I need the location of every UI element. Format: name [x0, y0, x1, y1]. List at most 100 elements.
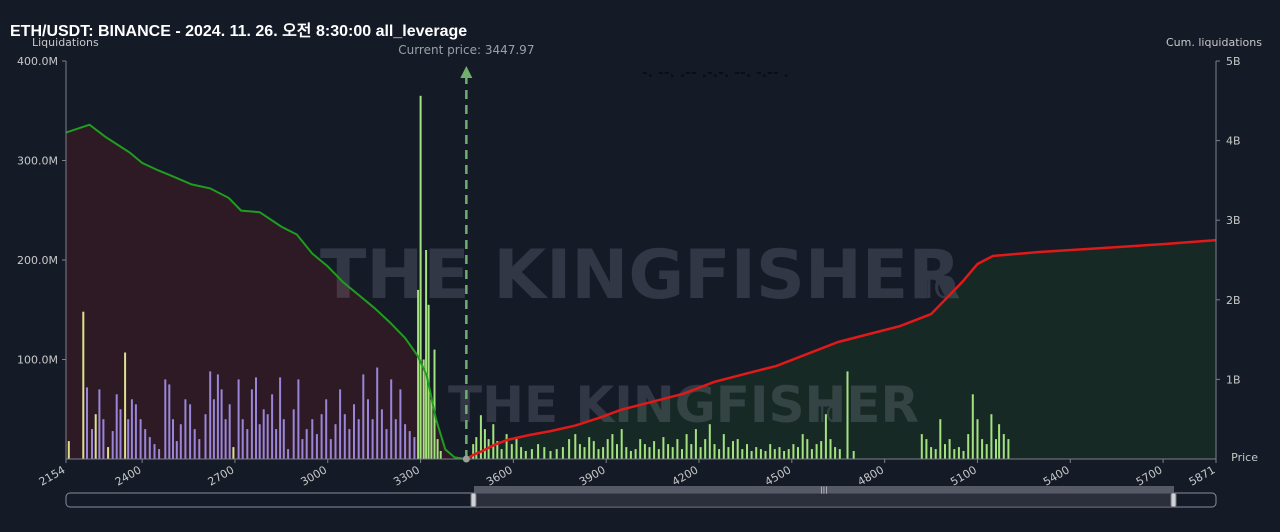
liquidation-bar [629, 451, 632, 459]
watermark-text-small: THE KINGFISHER [448, 376, 919, 434]
navigator-selection[interactable] [474, 493, 1174, 507]
liquidation-bar [436, 439, 439, 459]
liquidation-bar [543, 447, 546, 459]
liquidation-bar [119, 409, 122, 460]
watermark-text: THE KINGFISHER [320, 236, 961, 315]
navigator-grip-icon[interactable]: ||| [820, 486, 827, 494]
liquidation-bar [510, 444, 513, 459]
navigator-scrollbar[interactable] [474, 486, 1174, 493]
liquidation-bar [671, 447, 674, 459]
liquidation-bar [164, 379, 167, 459]
liquidation-bar [797, 447, 799, 459]
liquidation-bar [292, 409, 295, 460]
current-price-dot [462, 455, 470, 463]
liquidation-bar [810, 449, 813, 459]
liquidation-bar [479, 415, 482, 459]
navigator-handle-right[interactable] [1170, 492, 1177, 508]
liquidation-bar [505, 434, 508, 459]
liquidation-bar [475, 437, 478, 459]
liquidation-bar [515, 439, 518, 459]
navigator-handle-left[interactable] [470, 492, 477, 508]
liquidation-bar [530, 449, 533, 459]
liquidation-bar [320, 414, 323, 459]
liquidation-bar [925, 439, 928, 459]
liquidation-bar [343, 414, 346, 459]
liquidation-bar [367, 399, 369, 459]
liquidation-bar [362, 374, 365, 459]
liquidation-bar [472, 444, 475, 459]
liquidation-bar [255, 377, 257, 459]
liquidation-bar [834, 447, 837, 459]
liquidation-bar [179, 424, 182, 459]
liquidation-bar [676, 439, 679, 459]
liquidation-bar [216, 374, 219, 459]
liquidation-bar [653, 441, 656, 459]
liquidation-bar [568, 439, 571, 459]
liquidation-bar [250, 389, 253, 459]
liquidation-bar [967, 434, 970, 459]
long-cum-line [65, 123, 467, 460]
liquidation-bar [846, 371, 849, 459]
liquidation-bar [971, 394, 974, 459]
liquidation-bar [934, 449, 937, 459]
liquidation-bar [616, 444, 618, 459]
liquidation-bar [606, 439, 609, 459]
x-tick-label: 4800 [855, 463, 886, 488]
y2-tick-label: 5B [1226, 55, 1241, 68]
y2-tick-label: 1B [1226, 373, 1241, 386]
chart-title: ETH/USDT: BINANCE - 2024. 11. 26. 오전 8:3… [10, 23, 468, 40]
liquidation-bar [115, 394, 118, 459]
long-cum-area [66, 124, 467, 459]
liquidation-bar [852, 451, 855, 459]
liquidation-bar [944, 444, 946, 459]
liquidation-bar [228, 404, 231, 459]
x-tick-label: 5871 [1187, 463, 1218, 488]
liquidation-bar [838, 449, 841, 459]
liquidation-bar [376, 367, 379, 459]
liquidation-bar [537, 444, 540, 459]
liquidation-bar [957, 447, 960, 459]
liquidation-bar [592, 441, 595, 459]
y-tick-label: 300.0M [17, 155, 58, 168]
liquidation-bar [583, 447, 586, 459]
liquidation-bar [920, 434, 923, 459]
legend-text: -. --. .-- .-.-. --. -.-- . [642, 65, 789, 81]
liquidation-bar [549, 451, 552, 459]
liquidation-bar [139, 419, 142, 459]
liquidation-bar [287, 449, 290, 459]
liquidation-bar [962, 451, 965, 459]
liquidation-bar [246, 429, 249, 459]
y2-tick-label: 2B [1226, 294, 1241, 307]
liquidation-bar [127, 419, 130, 459]
liquidation-bar [102, 419, 105, 459]
y2-tick-label: 4B [1226, 135, 1241, 148]
liquidation-bar [483, 429, 486, 459]
liquidation-bar [718, 449, 721, 459]
x-tick-label: 2700 [206, 463, 237, 488]
liquidation-bar [371, 419, 374, 459]
liquidation-bar [708, 424, 711, 459]
liquidation-bar [198, 439, 201, 459]
liquidation-bar [681, 449, 683, 459]
liquidation-bar [574, 434, 577, 459]
liquidation-bar [685, 434, 688, 459]
liquidation-bar [419, 95, 422, 460]
liquidation-bar [778, 447, 781, 459]
liquidation-bar [237, 379, 240, 459]
liquidation-bar [939, 419, 942, 459]
liquidation-bar [764, 451, 767, 459]
liquidation-bar [224, 419, 227, 459]
liquidation-bar [588, 437, 591, 459]
liquidation-bar [829, 439, 832, 459]
current-price-marker: Current price: 3447.97 [398, 43, 534, 463]
liquidation-bar [380, 409, 383, 460]
liquidation-bar [727, 447, 730, 459]
x-tick-label: 5700 [1134, 463, 1165, 488]
liquidation-bar [204, 414, 207, 459]
liquidation-bar [297, 379, 300, 459]
y-tick-label: 100.0M [17, 354, 58, 367]
liquidation-bar [639, 439, 642, 459]
liquidation-bar [175, 441, 178, 459]
liquidation-bar [258, 424, 261, 459]
liquidation-bar [301, 439, 304, 459]
